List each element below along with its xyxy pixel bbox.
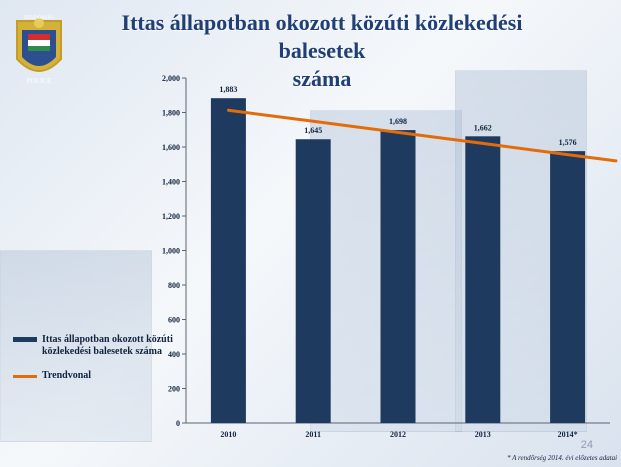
- legend-item-trend: Trendvonal: [13, 370, 173, 382]
- bar-value-label: 1,883: [219, 85, 237, 94]
- legend-item-bars: Ittas állapotban okozott közúti közleked…: [13, 334, 173, 358]
- logo-top-text: RENDŐRSÉG: [24, 15, 54, 21]
- legend-bar-swatch: [13, 337, 37, 342]
- y-tick-label: 600: [168, 316, 180, 325]
- logo-bottom-text: POLICE: [27, 77, 52, 85]
- bar: [380, 130, 416, 423]
- legend-trend-label: Trendvonal: [42, 370, 92, 381]
- police-badge-icon: RENDŐRSÉG POLICE: [16, 15, 62, 85]
- page-number: 24: [580, 439, 593, 451]
- x-tick-label: 2014*: [558, 430, 578, 439]
- bar: [465, 136, 501, 423]
- x-tick-label: 2011: [305, 430, 321, 439]
- title-line-1: Ittas állapotban okozott közúti közleked…: [121, 10, 523, 63]
- x-tick-label: 2013: [475, 430, 491, 439]
- y-tick-label: 1,200: [162, 212, 180, 221]
- y-tick-label: 0: [176, 419, 180, 428]
- y-tick-label: 2,000: [162, 74, 180, 83]
- y-tick-label: 1,400: [162, 178, 180, 187]
- chart-legend: Ittas állapotban okozott közúti közleked…: [13, 334, 173, 394]
- legend-trend-swatch: [13, 375, 37, 378]
- x-tick-label: 2010: [220, 430, 236, 439]
- background-building-left: [0, 250, 152, 442]
- bar-value-label: 1,662: [474, 123, 492, 132]
- y-tick-label: 1,000: [162, 247, 180, 256]
- bar-value-label: 1,576: [559, 138, 577, 147]
- bar: [210, 98, 246, 424]
- bar-value-label: 1,698: [389, 117, 407, 126]
- y-tick-label: 400: [168, 350, 180, 359]
- y-tick-label: 200: [168, 385, 180, 394]
- legend-bars-label: Ittas állapotban okozott közúti közleked…: [42, 334, 173, 357]
- labels-layer: 0 200 400 600 800 1,000 1,200 1,400 1,600 1,800 2,…: [162, 74, 578, 439]
- x-tick-label: 2012: [390, 430, 406, 439]
- bar: [295, 139, 331, 424]
- y-tick-label: 1,600: [162, 143, 180, 152]
- y-tick-label: 800: [168, 281, 180, 290]
- trend-layer: [226, 108, 618, 163]
- bar-value-label: 1,645: [304, 126, 322, 135]
- footnote: * A rendőrség 2014. évi előzetes adatai: [507, 454, 618, 462]
- bar: [550, 151, 586, 423]
- page-title: Ittas állapotban okozott közúti közleked…: [92, 9, 552, 93]
- y-tick-label: 1,800: [162, 109, 180, 118]
- trend-line: [226, 108, 618, 163]
- title-line-2: száma: [292, 66, 352, 91]
- bars-layer: [210, 98, 586, 424]
